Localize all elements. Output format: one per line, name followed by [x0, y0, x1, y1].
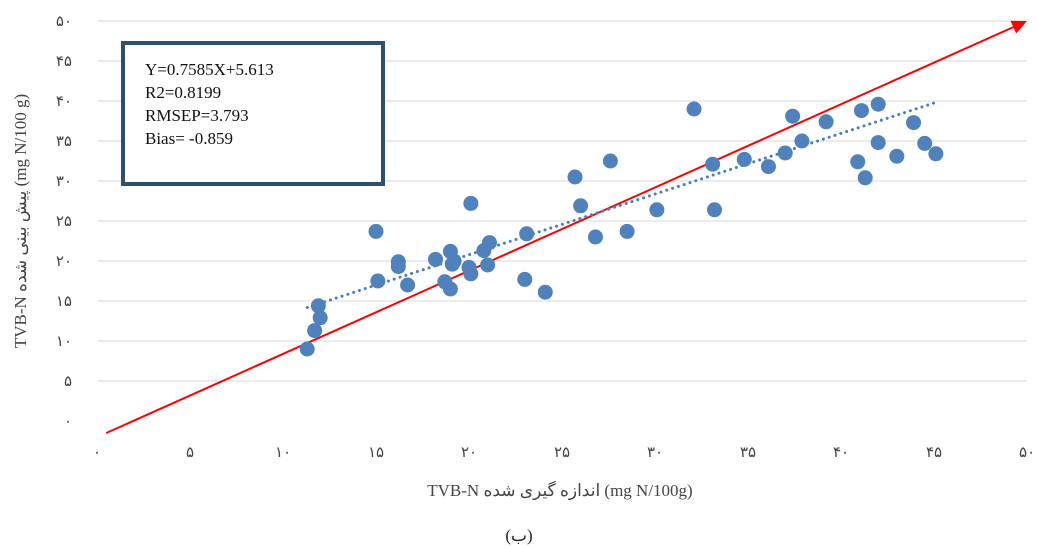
data-point — [537, 284, 553, 300]
x-tick-label: ۲۰ — [461, 445, 477, 461]
data-point — [857, 170, 873, 186]
data-point — [573, 198, 589, 214]
data-point — [850, 154, 866, 170]
x-tick-label: ۳۵ — [740, 445, 756, 461]
x-tick-label: ۵ — [186, 445, 194, 461]
y-tick-label: ۰ — [64, 414, 72, 430]
data-point — [906, 115, 922, 131]
stats-bias: Bias= -0.859 — [145, 129, 233, 148]
data-point — [519, 226, 535, 242]
data-point — [794, 133, 810, 149]
data-point — [853, 103, 869, 119]
data-point — [517, 271, 533, 287]
y-axis-ticks: ۰ ۵ ۱۰ ۱۵ ۲۰ ۲۵ ۳۰ ۳۵ ۴۰ ۴۵ ۵۰ — [56, 14, 72, 430]
data-point — [428, 251, 444, 267]
x-axis-ticks: ۰ ۵ ۱۰ ۱۵ ۲۰ ۲۵ ۳۰ ۳۵ ۴۰ ۴۵ ۵۰ — [93, 445, 1035, 461]
x-tick-label: ۱۵ — [368, 445, 384, 461]
data-point — [649, 202, 665, 218]
reference-line-layer — [105, 20, 1027, 434]
y-tick-label: ۴۰ — [56, 94, 72, 110]
data-point — [567, 169, 583, 185]
data-point — [870, 96, 886, 112]
data-point — [760, 159, 776, 175]
y-tick-label: ۴۵ — [56, 54, 72, 70]
y-tick-label: ۵ — [64, 374, 72, 390]
reference-line — [105, 26, 1014, 434]
data-point — [307, 323, 323, 339]
data-point — [917, 135, 933, 151]
data-point — [463, 266, 479, 282]
trendline-layer — [305, 100, 940, 310]
data-point — [705, 156, 721, 172]
data-point — [785, 108, 801, 124]
data-point — [370, 273, 386, 289]
x-tick-label: ۲۵ — [554, 445, 570, 461]
x-axis-title: TVB-N اندازه گیری شده (mg N/100g) — [427, 480, 692, 501]
data-point — [889, 148, 905, 164]
x-tick-label: ۴۵ — [926, 445, 942, 461]
x-tick-label: ۱۰ — [275, 445, 291, 461]
data-point — [463, 195, 479, 211]
data-point — [736, 151, 752, 167]
y-tick-label: ۳۵ — [56, 134, 72, 150]
data-point — [686, 101, 702, 117]
stats-equation: Y=0.7585X+5.613 — [145, 60, 274, 79]
reference-arrowhead — [1010, 20, 1027, 34]
stats-box-frame — [121, 41, 385, 186]
data-point — [480, 257, 496, 273]
y-tick-label: ۵۰ — [56, 14, 72, 30]
y-tick-label: ۱۵ — [56, 294, 72, 310]
data-point — [390, 259, 406, 275]
x-tick-label: ۳۰ — [647, 445, 663, 461]
data-point — [777, 145, 793, 161]
data-point — [870, 135, 886, 151]
y-tick-label: ۳۰ — [56, 174, 72, 190]
figure-caption: (ب) — [505, 526, 532, 545]
x-tick-label: ۰ — [93, 445, 101, 461]
data-point — [310, 298, 326, 314]
y-tick-label: ۲۵ — [56, 214, 72, 230]
data-point — [587, 229, 603, 245]
trendline — [305, 100, 940, 310]
y-tick-label: ۱۰ — [56, 334, 72, 350]
y-axis-title: TVB-N پیش بینی شده (mg N/100 g) — [11, 94, 31, 348]
data-point — [619, 223, 635, 239]
data-point — [400, 277, 416, 293]
data-point — [481, 235, 497, 251]
stats-r2: R2=0.8199 — [145, 83, 221, 102]
data-point — [928, 146, 944, 162]
x-tick-label: ۵۰ — [1019, 445, 1035, 461]
data-point — [442, 281, 458, 297]
x-tick-label: ۴۰ — [833, 445, 849, 461]
y-tick-label: ۲۰ — [56, 254, 72, 270]
data-points — [299, 96, 944, 357]
data-point — [602, 153, 618, 169]
stats-rmsep: RMSEP=3.793 — [145, 106, 249, 125]
data-point — [312, 310, 328, 326]
data-point — [818, 114, 834, 130]
stats-box: Y=0.7585X+5.613 R2=0.8199 RMSEP=3.793 Bi… — [121, 41, 385, 186]
data-point — [444, 256, 460, 272]
data-point — [368, 223, 384, 239]
data-point — [299, 341, 315, 357]
data-point — [707, 202, 723, 218]
